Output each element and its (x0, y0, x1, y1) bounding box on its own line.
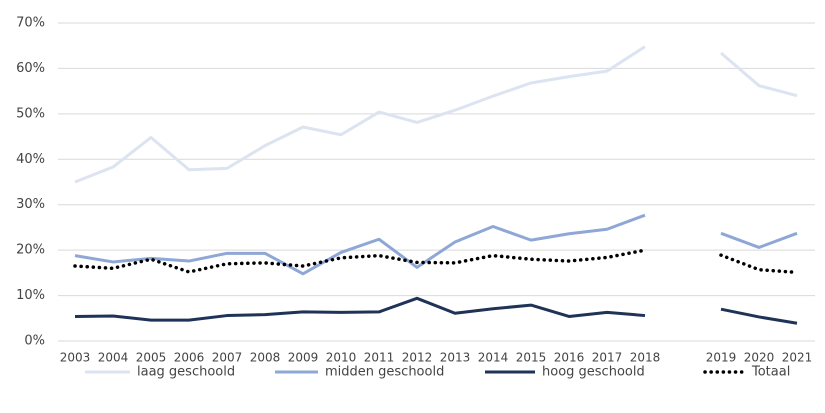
series-line (74, 213, 798, 276)
x-tick-label: 2017 (592, 351, 623, 365)
x-tick-label: 2010 (326, 351, 357, 365)
x-tick-label: 2011 (364, 351, 395, 365)
x-tick-label: 2006 (174, 351, 205, 365)
x-tick-label: 2020 (744, 351, 775, 365)
y-tick-label: 30% (16, 197, 45, 212)
x-tick-label: 2007 (212, 351, 243, 365)
y-tick-label: 40% (16, 152, 45, 167)
y-tick-label: 0% (24, 334, 45, 349)
x-tick-label: 2014 (478, 351, 509, 365)
y-tick-label: 70% (16, 16, 45, 31)
y-tick-label: 50% (16, 106, 45, 121)
x-tick-label: 2012 (402, 351, 433, 365)
x-tick-label: 2005 (136, 351, 167, 365)
y-tick-label: 60% (16, 61, 45, 76)
series-line (73, 248, 799, 275)
x-tick-label: 2016 (554, 351, 585, 365)
x-tick-label: 2015 (516, 351, 547, 365)
y-tick-label: 10% (16, 288, 45, 303)
legend-label: midden geschoold (325, 365, 444, 380)
y-tick-label: 20% (16, 243, 45, 258)
legend-label: hoog geschoold (542, 365, 645, 380)
x-tick-label: 2021 (782, 351, 813, 365)
x-tick-label: 2003 (60, 351, 91, 365)
x-tick-label: 2004 (98, 351, 129, 365)
legend-label: laag geschoold (137, 365, 235, 380)
x-tick-label: 2008 (250, 351, 281, 365)
x-tick-label: 2018 (630, 351, 661, 365)
x-tick-label: 2009 (288, 351, 319, 365)
x-tick-label: 2013 (440, 351, 471, 365)
series-line (74, 296, 798, 325)
series-line (74, 45, 798, 184)
x-tick-label: 2019 (706, 351, 737, 365)
legend-label: Totaal (751, 365, 790, 380)
